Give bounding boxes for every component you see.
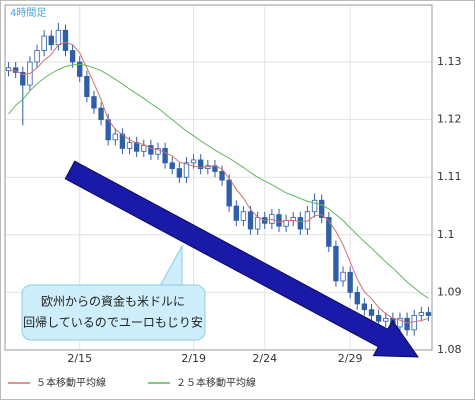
candle-body — [354, 292, 360, 305]
x-tick-label: 2/29 — [338, 352, 363, 365]
candle-body — [148, 145, 154, 155]
candle-body — [155, 148, 161, 155]
candle-body — [383, 317, 389, 322]
chart-title: 4時間足 — [10, 7, 46, 19]
candle-body — [233, 205, 239, 221]
candle-body — [304, 211, 311, 230]
candle-body — [91, 96, 97, 109]
candle-body — [176, 168, 183, 178]
trend-arrow — [64, 160, 419, 358]
candle-body — [276, 214, 282, 227]
candle-body — [254, 217, 261, 230]
candle-body — [319, 199, 325, 218]
candle-body — [404, 317, 410, 331]
candle-body — [347, 271, 353, 293]
candle-body — [247, 211, 254, 230]
x-tick-label: 2/15 — [67, 352, 92, 365]
candle-body — [333, 245, 339, 282]
candle-body — [5, 67, 12, 72]
candle-body — [368, 309, 375, 316]
candle-body — [69, 50, 76, 63]
candle-body — [41, 35, 47, 51]
candle-body — [141, 145, 147, 152]
y-tick-label: 1.12 — [437, 113, 462, 126]
callout — [21, 284, 206, 341]
candle-body — [98, 107, 104, 121]
candle-body — [425, 312, 432, 316]
candle-body — [77, 61, 83, 77]
candle-body — [226, 179, 232, 207]
candle-body — [62, 29, 69, 51]
candle-body — [198, 159, 204, 169]
candle-body — [219, 171, 225, 181]
ma-line — [8, 63, 429, 299]
candle-body — [162, 148, 168, 164]
candle-body — [326, 217, 332, 247]
candle-body — [311, 199, 318, 213]
candle-body — [240, 211, 247, 221]
x-tick-label: 2/19 — [181, 352, 206, 365]
y-tick-label: 1.1 — [437, 228, 455, 241]
y-tick-label: 1.09 — [437, 285, 462, 298]
candle-body — [20, 71, 26, 86]
ma-line — [8, 41, 429, 324]
candle-body — [397, 317, 403, 328]
legend-label: ５本移動平均線 — [36, 376, 106, 389]
candle-body — [48, 35, 54, 46]
candle-body — [183, 162, 190, 178]
candle-body — [169, 162, 175, 169]
candle-body — [418, 312, 425, 316]
candle-body — [112, 133, 118, 141]
candle-body — [190, 159, 197, 164]
candle-body — [126, 142, 133, 149]
candle-body — [34, 50, 40, 63]
callout-joint — [158, 287, 184, 291]
legend-label: ２５本移動平均線 — [176, 376, 256, 389]
y-tick-label: 1.08 — [437, 343, 462, 356]
plot-border — [4, 4, 433, 351]
y-tick-label: 1.13 — [437, 55, 462, 68]
candle-body — [12, 67, 19, 73]
annotation: 欧州からの資金も米ドルに — [41, 294, 185, 309]
candle-body — [375, 315, 382, 322]
x-tick-label: 2/24 — [252, 352, 277, 365]
candle-body — [55, 29, 62, 46]
candle-body — [340, 271, 346, 282]
candle-body — [297, 217, 304, 230]
annotation: 回帰しているのでユーロもじり安 — [23, 315, 203, 330]
candle-body — [84, 76, 90, 97]
candle-body — [411, 315, 417, 331]
candle-body — [361, 303, 368, 311]
y-tick-label: 1.11 — [437, 170, 462, 183]
